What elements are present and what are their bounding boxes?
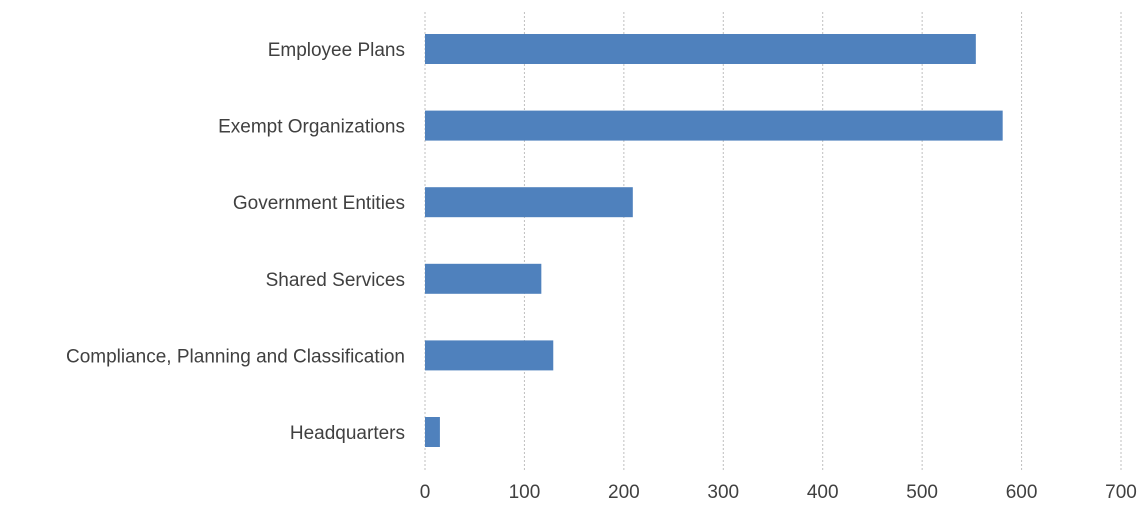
category-label: Headquarters (290, 423, 405, 444)
bar (425, 340, 554, 371)
bar (425, 110, 1003, 141)
bar (425, 263, 542, 294)
bar (425, 417, 440, 447)
x-tick-label: 200 (608, 482, 640, 503)
category-label-layer: Employee Plans Exempt Organizations Govern… (66, 40, 405, 444)
category-label: Government Entities (233, 193, 405, 214)
x-tick-label: 400 (807, 482, 839, 503)
x-tick-label: 300 (707, 482, 739, 503)
category-label: Exempt Organizations (218, 117, 405, 138)
category-label: Shared Services (266, 270, 405, 291)
bar (425, 34, 976, 64)
x-tick-label: 700 (1105, 482, 1137, 503)
x-tick-label: 500 (906, 482, 938, 503)
x-tick-label: 600 (1006, 482, 1038, 503)
tick-label-layer: 0 100 200 300 400 500 600 700 (420, 482, 1137, 503)
bar-layer (425, 34, 1003, 447)
category-label: Employee Plans (268, 40, 405, 61)
grid-layer (424, 12, 1122, 470)
x-tick-label: 0 (420, 482, 431, 503)
bar (425, 187, 633, 218)
x-tick-label: 100 (509, 482, 541, 503)
category-label: Compliance, Planning and Classification (66, 346, 405, 367)
